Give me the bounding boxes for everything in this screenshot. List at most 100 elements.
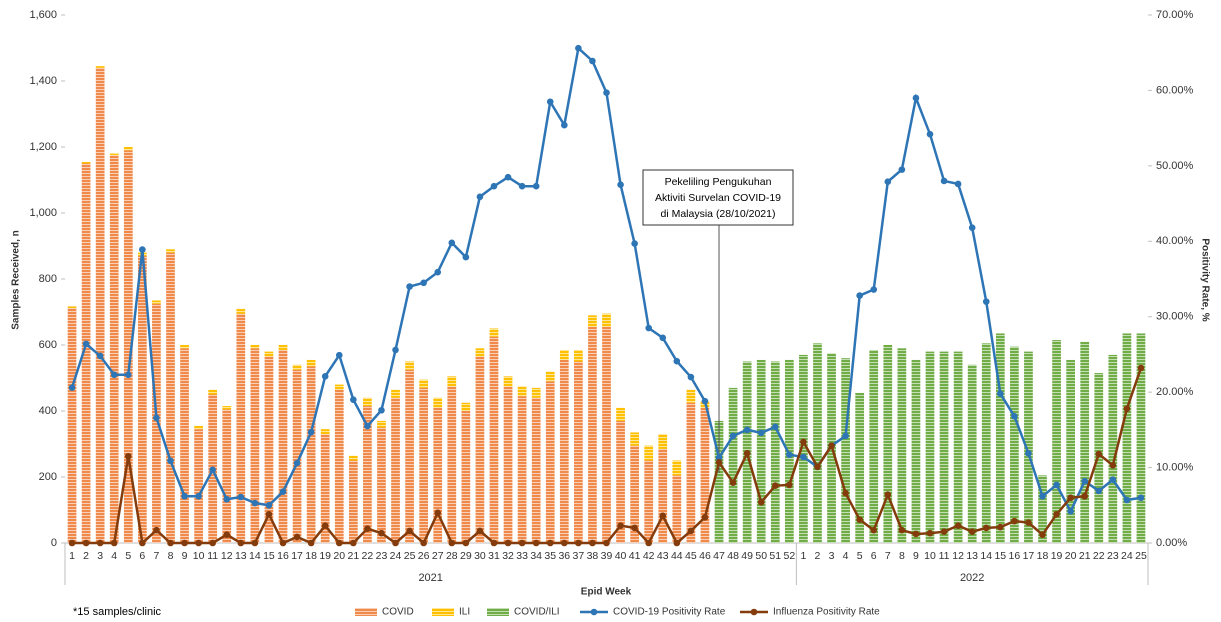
y2-tick-label: 70.00%	[1156, 9, 1194, 21]
line-marker	[828, 442, 835, 449]
legend-swatch	[487, 608, 509, 616]
line-marker	[701, 397, 709, 405]
x-tick-label: 21	[1079, 550, 1091, 562]
line-marker	[124, 371, 132, 379]
bar	[545, 371, 555, 382]
bar	[672, 475, 682, 543]
y-tick-label: 1,200	[29, 141, 57, 153]
bar	[123, 147, 133, 151]
line-marker	[420, 279, 427, 287]
bar	[292, 364, 302, 370]
x-tick-label: 46	[699, 550, 711, 562]
line-marker	[1109, 476, 1117, 483]
line-marker	[814, 463, 821, 471]
x-tick-label: 30	[474, 550, 486, 562]
bar	[405, 361, 414, 370]
line-marker	[743, 426, 751, 434]
x-tick-label: 35	[544, 550, 556, 562]
line-marker	[364, 525, 371, 532]
x-tick-label: 18	[1037, 550, 1049, 562]
bar	[363, 406, 372, 543]
bar	[869, 349, 879, 543]
line-marker	[378, 406, 385, 414]
bar	[137, 255, 147, 543]
bar	[391, 389, 400, 398]
bar	[236, 308, 246, 314]
line-marker	[757, 498, 765, 506]
y2-tick-label: 50.00%	[1156, 160, 1194, 172]
bar	[658, 434, 668, 449]
line-marker	[589, 539, 596, 547]
x-tick-label: 4	[843, 550, 849, 562]
line-marker	[293, 533, 301, 541]
bar	[489, 328, 499, 337]
line-marker	[504, 173, 512, 181]
bar	[1108, 354, 1118, 543]
bar	[770, 361, 780, 543]
x-tick-label: 43	[657, 550, 669, 562]
line-marker	[800, 438, 807, 446]
line-marker	[997, 390, 1004, 397]
bar	[433, 397, 443, 408]
x-tick-label: 26	[418, 550, 430, 562]
x-tick-label: 33	[516, 550, 528, 562]
bar	[644, 460, 654, 543]
line-marker	[561, 121, 568, 129]
line-marker	[954, 522, 962, 529]
bar	[588, 326, 597, 543]
bar	[1066, 359, 1076, 543]
bar	[939, 351, 949, 543]
bar	[447, 386, 457, 543]
bar	[1122, 333, 1132, 543]
line-marker	[743, 449, 751, 457]
line-marker	[954, 180, 962, 188]
x-axis-title: Epid Week	[581, 587, 632, 598]
bar	[278, 349, 288, 543]
line-marker	[771, 423, 779, 431]
line-marker	[181, 492, 188, 500]
line-marker	[982, 298, 990, 305]
y-tick-label: 1,600	[29, 9, 57, 21]
x-tick-label: 7	[885, 550, 891, 562]
line-marker	[518, 182, 526, 190]
bar	[728, 387, 738, 543]
bar	[714, 420, 724, 543]
line-marker	[546, 539, 554, 547]
bar	[363, 397, 372, 407]
line-marker	[1011, 517, 1018, 525]
x-tick-label: 48	[727, 550, 739, 562]
x-tick-label: 44	[671, 550, 683, 562]
line-marker	[251, 499, 259, 507]
line-marker	[617, 522, 624, 529]
bar	[855, 392, 865, 543]
bar	[95, 66, 105, 68]
line-marker	[1137, 494, 1145, 502]
line-marker	[350, 539, 357, 547]
line-marker	[884, 491, 892, 499]
bar	[1136, 333, 1146, 543]
line-marker	[420, 539, 427, 547]
x-tick-label: 3	[829, 550, 835, 562]
line-marker	[1039, 531, 1046, 539]
bar	[67, 306, 77, 309]
line-marker	[378, 529, 385, 537]
x-tick-label: 10	[924, 550, 936, 562]
legend-swatch	[432, 608, 454, 616]
line-marker	[392, 346, 399, 354]
x-tick-label: 20	[333, 550, 345, 562]
bar	[1038, 475, 1047, 543]
line-marker	[110, 539, 118, 547]
line-marker	[659, 334, 667, 342]
line-marker	[279, 539, 287, 547]
x-tick-label: 25	[1135, 550, 1147, 562]
bar	[475, 356, 485, 543]
legend-swatch	[750, 608, 758, 616]
line-marker	[448, 539, 456, 547]
line-marker	[940, 528, 948, 535]
x-tick-label: 12	[952, 550, 964, 562]
bar	[1024, 351, 1033, 543]
line-marker	[96, 352, 104, 360]
x-tick-label: 22	[1093, 550, 1105, 562]
line-marker	[82, 340, 90, 348]
